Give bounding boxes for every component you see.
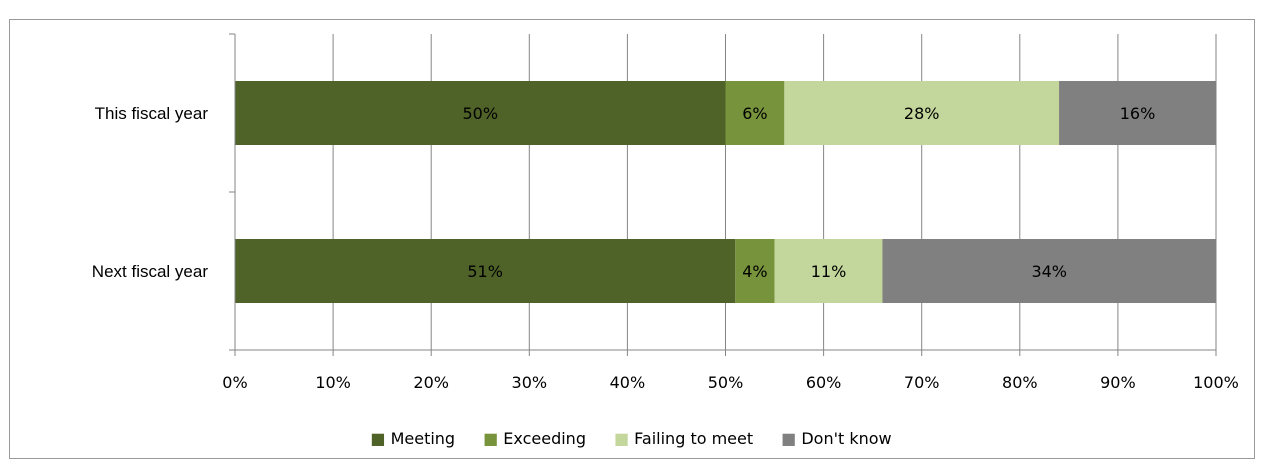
x-tick-label: 70% bbox=[904, 373, 940, 392]
data-label: 6% bbox=[742, 104, 767, 123]
x-tick-label: 40% bbox=[610, 373, 646, 392]
axes bbox=[229, 33, 1217, 356]
x-tick-labels: 0% 10% 20% 30% 40% 50% 60% 70% 80% 90% 100% bbox=[222, 373, 1239, 392]
x-tick-label: 30% bbox=[512, 373, 548, 392]
bar-segment bbox=[774, 239, 883, 303]
legend-swatch: ■ bbox=[781, 429, 796, 448]
legend-label: Exceeding bbox=[498, 429, 586, 448]
legend-item: ■ Don't know bbox=[781, 429, 892, 448]
legend-swatch: ■ bbox=[370, 429, 385, 448]
legend-label: Meeting bbox=[385, 429, 455, 448]
legend-item: ■ Meeting bbox=[370, 429, 455, 448]
data-label: 51% bbox=[467, 262, 503, 281]
legend-item: ■ Failing to meet bbox=[614, 429, 753, 448]
legend-item: ■ Exceeding bbox=[483, 429, 586, 448]
bar-segment bbox=[1059, 81, 1216, 145]
category-labels: This fiscal year Next fiscal year bbox=[92, 104, 209, 281]
legend-swatch: ■ bbox=[483, 429, 498, 448]
data-label: 50% bbox=[462, 104, 498, 123]
legend: ■ Meeting ■ Exceeding ■ Failing to meet ■ D… bbox=[370, 429, 891, 448]
legend-label: Don't know bbox=[796, 429, 891, 448]
x-tick-label: 20% bbox=[413, 373, 449, 392]
category-label: This fiscal year bbox=[95, 104, 209, 123]
x-tick-label: 90% bbox=[1100, 373, 1136, 392]
x-tick-label: 50% bbox=[708, 373, 744, 392]
bar-segment bbox=[784, 81, 1060, 145]
bar-segment bbox=[235, 239, 736, 303]
legend-swatch: ■ bbox=[614, 429, 629, 448]
bar-segment bbox=[882, 239, 1216, 303]
data-label: 34% bbox=[1031, 262, 1067, 281]
data-label: 16% bbox=[1120, 104, 1156, 123]
bar-segment bbox=[725, 81, 785, 145]
legend-label: Failing to meet bbox=[629, 429, 753, 448]
data-label: 28% bbox=[904, 104, 940, 123]
data-label: 4% bbox=[742, 262, 767, 281]
x-tick-label: 80% bbox=[1002, 373, 1038, 392]
x-tick-label: 100% bbox=[1193, 373, 1239, 392]
x-tick-label: 60% bbox=[806, 373, 842, 392]
data-label: 11% bbox=[811, 262, 847, 281]
bars: 50% 6% 28% 16% 51% 4% 11% 34% bbox=[235, 81, 1216, 303]
bar-segment bbox=[235, 81, 726, 145]
category-label: Next fiscal year bbox=[92, 262, 209, 281]
bar-segment bbox=[735, 239, 775, 303]
x-tick-label: 10% bbox=[315, 373, 351, 392]
x-tick-label: 0% bbox=[222, 373, 247, 392]
